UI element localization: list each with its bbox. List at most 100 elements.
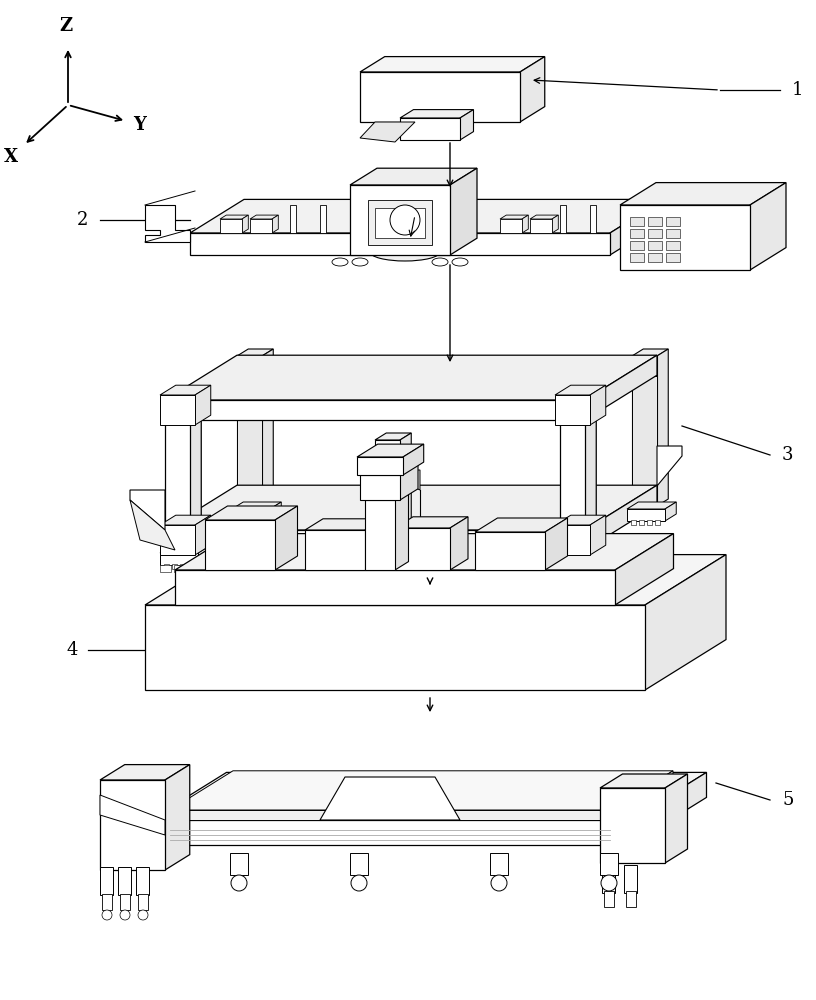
Polygon shape <box>220 215 248 219</box>
Text: 5: 5 <box>782 791 793 809</box>
Polygon shape <box>750 183 786 270</box>
Polygon shape <box>236 520 241 525</box>
Text: 1: 1 <box>792 81 804 99</box>
Polygon shape <box>500 215 528 219</box>
Polygon shape <box>375 470 420 490</box>
Polygon shape <box>100 765 190 780</box>
Polygon shape <box>555 515 605 525</box>
Circle shape <box>231 875 247 891</box>
Polygon shape <box>150 820 630 845</box>
Polygon shape <box>555 525 590 555</box>
Polygon shape <box>175 534 673 570</box>
Polygon shape <box>475 518 567 532</box>
Polygon shape <box>666 241 680 250</box>
Circle shape <box>351 875 367 891</box>
Polygon shape <box>631 520 636 525</box>
Polygon shape <box>555 546 605 553</box>
Polygon shape <box>145 555 726 605</box>
Text: 3: 3 <box>782 446 793 464</box>
Polygon shape <box>145 205 190 242</box>
Polygon shape <box>220 219 242 233</box>
Polygon shape <box>648 241 662 250</box>
Polygon shape <box>500 219 522 233</box>
Polygon shape <box>559 564 564 569</box>
Polygon shape <box>360 57 545 72</box>
Circle shape <box>390 205 420 235</box>
Text: Y: Y <box>134 116 146 134</box>
Polygon shape <box>360 464 418 475</box>
Polygon shape <box>666 253 680 262</box>
Polygon shape <box>237 376 262 506</box>
Polygon shape <box>657 349 668 506</box>
Polygon shape <box>232 521 243 528</box>
Polygon shape <box>475 532 545 570</box>
Polygon shape <box>305 530 365 570</box>
Polygon shape <box>395 528 450 570</box>
Polygon shape <box>665 774 688 863</box>
Polygon shape <box>190 233 610 255</box>
Polygon shape <box>305 519 383 530</box>
Polygon shape <box>647 520 652 525</box>
Polygon shape <box>552 215 558 233</box>
Polygon shape <box>400 433 411 530</box>
Polygon shape <box>100 795 165 835</box>
Ellipse shape <box>452 258 468 266</box>
Polygon shape <box>610 199 664 255</box>
Polygon shape <box>160 515 211 525</box>
Polygon shape <box>270 502 282 521</box>
Polygon shape <box>237 356 657 376</box>
Ellipse shape <box>332 258 348 266</box>
Polygon shape <box>365 500 395 570</box>
Polygon shape <box>205 506 298 520</box>
Polygon shape <box>160 395 195 425</box>
Polygon shape <box>600 853 618 875</box>
Polygon shape <box>100 780 165 870</box>
Polygon shape <box>585 355 657 420</box>
Polygon shape <box>250 219 272 233</box>
Polygon shape <box>118 867 131 895</box>
Polygon shape <box>252 520 257 525</box>
Polygon shape <box>575 564 580 569</box>
Polygon shape <box>648 229 662 238</box>
Polygon shape <box>172 564 177 569</box>
Polygon shape <box>180 564 185 569</box>
Polygon shape <box>120 894 130 910</box>
Polygon shape <box>360 122 415 142</box>
Polygon shape <box>175 570 615 605</box>
Polygon shape <box>630 229 644 238</box>
Polygon shape <box>365 519 383 570</box>
Polygon shape <box>593 546 605 565</box>
Polygon shape <box>648 253 662 262</box>
Polygon shape <box>560 400 585 550</box>
Polygon shape <box>244 520 249 525</box>
Circle shape <box>120 910 130 920</box>
Polygon shape <box>195 385 211 425</box>
Polygon shape <box>100 867 113 895</box>
Polygon shape <box>242 215 248 233</box>
Polygon shape <box>632 356 657 506</box>
Polygon shape <box>262 349 273 506</box>
Polygon shape <box>630 217 644 226</box>
Polygon shape <box>530 215 558 219</box>
Polygon shape <box>232 502 282 509</box>
Polygon shape <box>602 865 615 893</box>
Polygon shape <box>620 205 750 270</box>
Polygon shape <box>102 894 112 910</box>
Polygon shape <box>170 810 610 820</box>
Polygon shape <box>357 444 424 457</box>
Polygon shape <box>610 771 673 820</box>
Polygon shape <box>655 520 660 525</box>
Polygon shape <box>555 553 593 565</box>
Polygon shape <box>567 564 572 569</box>
Circle shape <box>102 910 112 920</box>
Polygon shape <box>665 502 676 521</box>
Polygon shape <box>450 168 477 255</box>
Polygon shape <box>657 446 682 486</box>
Polygon shape <box>165 400 585 420</box>
Polygon shape <box>160 525 195 555</box>
Ellipse shape <box>432 258 448 266</box>
Polygon shape <box>237 349 273 356</box>
Polygon shape <box>190 393 202 550</box>
Polygon shape <box>360 475 400 500</box>
Polygon shape <box>522 215 528 233</box>
